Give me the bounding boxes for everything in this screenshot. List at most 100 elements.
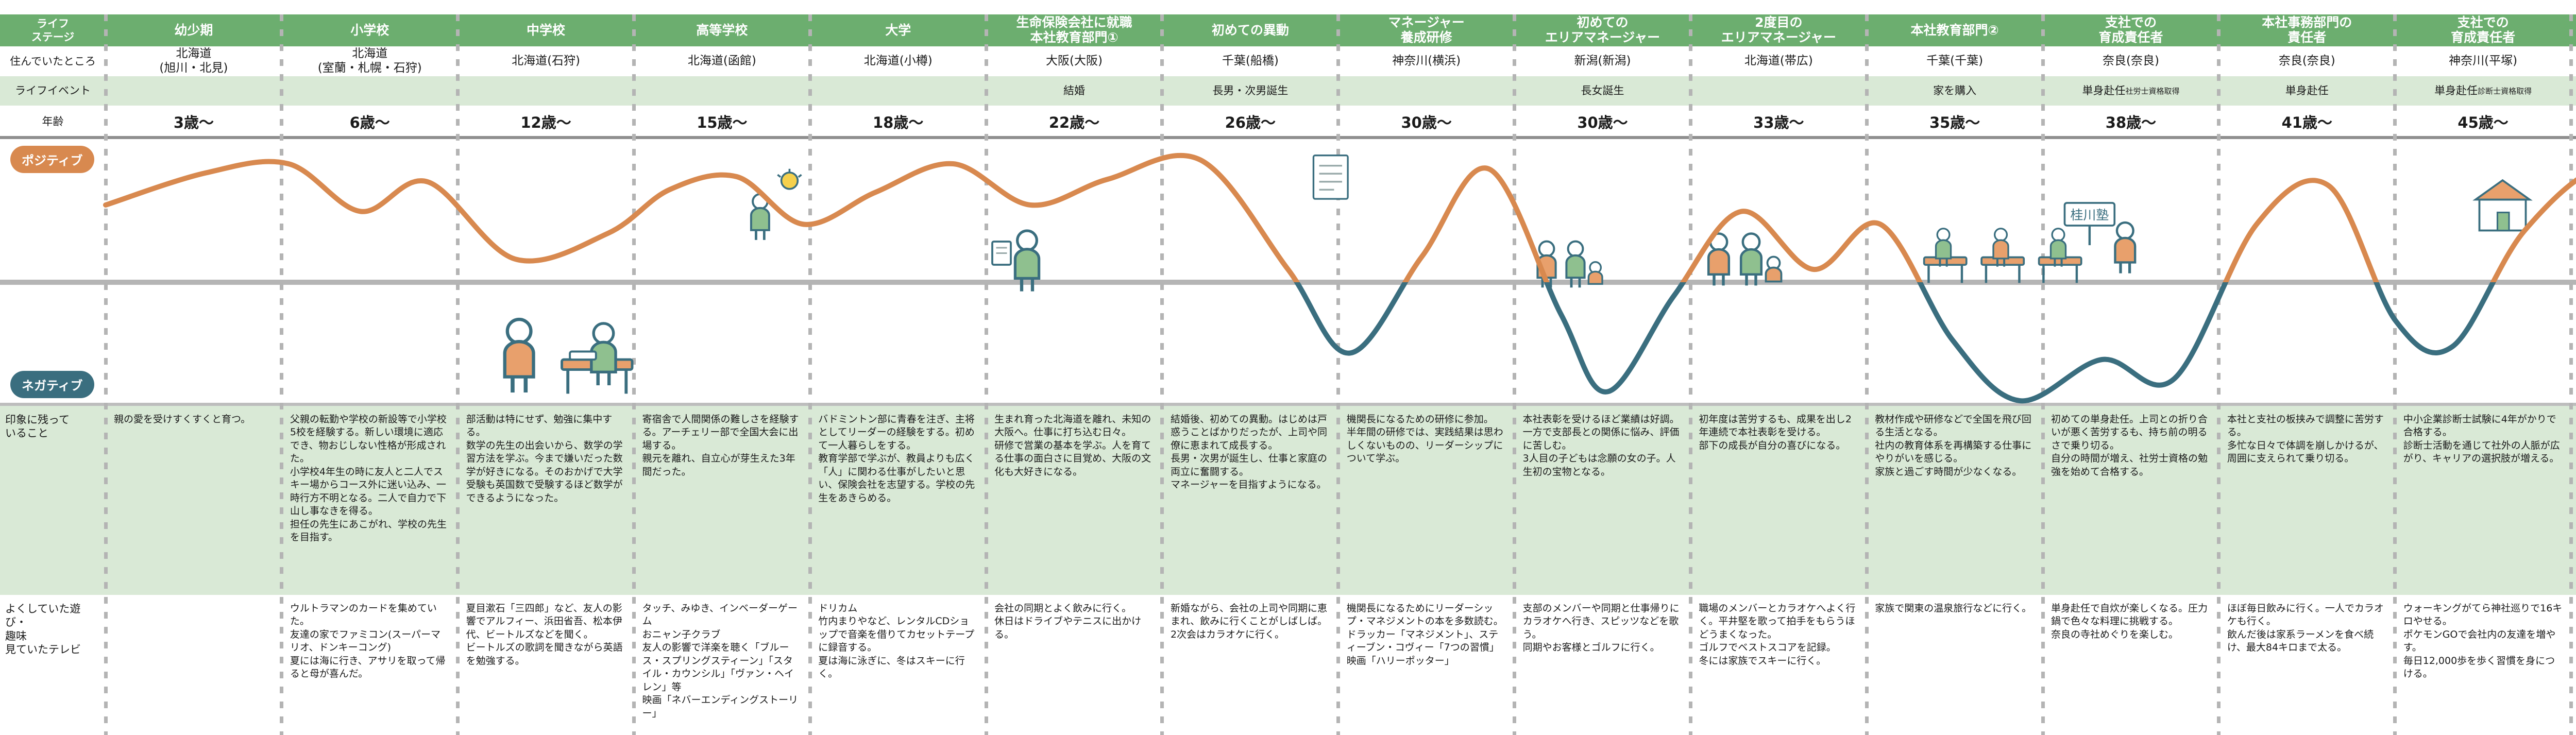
age-cell: 6歳〜 — [349, 114, 390, 131]
impression-row: 親の愛を受けすくすくと育つ。 父親の転勤や学校の新設等で小学校5校を経験する。新し… — [106, 406, 2576, 595]
motivation-curve-chart — [103, 152, 2576, 404]
positive-badge: ポジティブ — [10, 146, 94, 173]
column-divider-dashed — [280, 14, 284, 735]
impression-cell: 寄宿舎で人間関係の難しさを経験する。アーチェリー部で全国大会に出場する。 親元を… — [642, 414, 799, 477]
teacher-and-student-illustration — [489, 301, 654, 402]
row-label-age: 年齢 — [0, 106, 106, 138]
impression-cell: 機関長になるための研修に参加。 半年間の研修では、実践結果は思わしくないものの、… — [1346, 414, 1503, 465]
life-event-row: 結婚 長男・次男誕生 長女誕生 家を購入 単身赴任 社労士資格取得 単身赴任 単身赴任 診断士資… — [106, 76, 2576, 106]
curve-negative-segment — [1294, 282, 2496, 404]
stage-cell: 2度目の エリアマネージャー — [1721, 15, 1836, 45]
event-cell: 単身赴任 — [2219, 76, 2395, 106]
event-cell — [106, 76, 282, 106]
event-cell — [458, 76, 634, 106]
stage-cell: 初めての エリアマネージャー — [1545, 15, 1660, 45]
age-cell: 30歳〜 — [1401, 114, 1452, 131]
event-sub-text: 診断士資格取得 — [2478, 86, 2532, 96]
stage-cell: 支社での 育成責任者 — [2451, 15, 2516, 45]
hobby-cell: 夏目漱石「三四郎」など、友人の影響でアルフィー、浜田省吾、松本伊代、ビートルズな… — [466, 603, 623, 666]
age-cell: 41歳〜 — [2281, 114, 2332, 131]
positive-negative-midline — [0, 280, 2576, 285]
stage-cell: マネージャー 養成研修 — [1388, 15, 1465, 45]
impression-cell: 親の愛を受けすくすくと育つ。 — [114, 414, 251, 425]
new-employee-illustration — [989, 214, 1066, 299]
stage-cell: 本社教育部門② — [1910, 22, 1999, 38]
impression-cell: 初年度は苦労するも、成果を出し2年連続で本社表彰を受ける。 部下の成長が自分の喜… — [1699, 414, 1852, 451]
impression-cell: 中小企業診断士試験に4年がかりで合格する。 診断士活動を通じて社外の人脈が広がり… — [2403, 414, 2560, 465]
location-cell: 千葉(千葉) — [1926, 54, 1984, 68]
event-main-text: 単身赴任 — [2082, 84, 2126, 97]
event-cell: 単身赴任 診断士資格取得 — [2395, 76, 2571, 106]
stage-cell: 本社事務部門の 責任者 — [2262, 15, 2352, 45]
column-divider-dashed — [632, 14, 636, 735]
hobby-cell: 職場のメンバーとカラオケへよく行く。平井堅を歌って拍手をもらうほどうまくなった。… — [1699, 603, 1856, 666]
event-main-text: 長女誕生 — [1581, 84, 1624, 97]
location-cell: 北海道 (旭川・北見) — [159, 47, 228, 75]
hobby-tv-row: ウルトラマンのカードを集めていた。 友達の家でファミコン(スーパーマリオ、ドンキ… — [106, 595, 2576, 735]
age-cell: 38歳〜 — [2105, 114, 2157, 131]
location-cell: 神奈川(平塚) — [2449, 54, 2518, 68]
age-cell: 30歳〜 — [1577, 114, 1628, 131]
event-cell: 単身赴任 社労士資格取得 — [2043, 76, 2219, 106]
hobby-cell: 支部のメンバーや同期と仕事帰りにカラオケへ行き、スピッツなどを歌う。 同期やお客… — [1522, 603, 1680, 654]
hobby-cell: ウルトラマンのカードを集めていた。 友達の家でファミコン(スーパーマリオ、ドンキ… — [290, 603, 446, 680]
stage-cell: 大学 — [885, 22, 911, 38]
event-cell: 家を購入 — [1867, 76, 2043, 106]
training-classroom-illustration: 桂川塾 — [1917, 196, 2143, 296]
impression-cell: 結婚後、初めての異動。はじめは戸惑うことばかりだったが、上司や同僚に恵まれて成長… — [1170, 414, 1327, 491]
stage-cell: 支社での 育成責任者 — [2098, 15, 2163, 45]
age-cell: 45歳〜 — [2458, 114, 2509, 131]
age-cell: 22歳〜 — [1048, 114, 1100, 131]
event-cell — [1690, 76, 1867, 106]
column-divider-dashed — [1336, 14, 1341, 735]
column-divider-dashed — [2569, 14, 2573, 735]
event-cell — [1338, 76, 1515, 106]
age-row: 3歳〜 6歳〜 12歳〜 15歳〜 18歳〜 22歳〜 26歳〜 30歳〜 30歳〜 33歳〜 35… — [106, 106, 2576, 138]
column-divider-dashed — [1688, 14, 1692, 735]
impression-cell: 教材作成や研修などで全国を飛び回る生活となる。 社内の教育体系を再構築する仕事に… — [1875, 414, 2032, 477]
age-cell: 33歳〜 — [1753, 114, 1804, 131]
event-cell — [810, 76, 986, 106]
stage-cell: 中学校 — [527, 22, 566, 38]
event-cell: 長女誕生 — [1515, 76, 1691, 106]
column-divider-dashed — [808, 14, 812, 735]
event-main-text: 単身赴任 — [2434, 84, 2478, 97]
age-cell: 26歳〜 — [1225, 114, 1276, 131]
hobby-cell: 会社の同期とよく飲みに行く。 休日はドライブやテニスに出かける。 — [994, 603, 1142, 640]
event-cell — [282, 76, 458, 106]
location-cell: 神奈川(横浜) — [1392, 54, 1461, 68]
location-cell: 大阪(大阪) — [1046, 54, 1103, 68]
location-cell: 北海道 (室蘭・札幌・石狩) — [317, 47, 422, 75]
hobby-cell: ウォーキングがてら神社巡りで16キロやせる。 ポケモンGOで会社内の友達を増やす… — [2403, 603, 2563, 680]
impression-cell: 生まれ育った北海道を離れ、未知の大阪へ。仕事に打ち込む日々。 研修で営業の基本を… — [994, 414, 1151, 477]
location-cell: 千葉(船橋) — [1222, 54, 1279, 68]
chart-bottom-separator-line — [0, 403, 2576, 406]
column-divider-dashed — [1513, 14, 1517, 735]
location-cell: 新潟(新潟) — [1574, 54, 1631, 68]
location-cell: 北海道(小樽) — [863, 54, 933, 68]
row-label-hobby-tv: よくしていた遊び・ 趣味 見ていたテレビ — [0, 595, 106, 735]
event-sub-text: 社労士資格取得 — [2125, 86, 2180, 96]
hobby-cell: 家族で関東の温泉旅行などに行く。 — [1875, 603, 2032, 614]
column-divider-dashed — [1865, 14, 1869, 735]
transfer-document-icon — [1309, 152, 1355, 203]
event-cell: 長男・次男誕生 — [1162, 76, 1338, 106]
branch-office-illustration — [2470, 173, 2535, 237]
stage-cell: 初めての異動 — [1211, 22, 1289, 38]
negative-badge: ネガティブ — [10, 371, 94, 398]
hobby-cell: ドリカム 竹内まりやなど、レンタルCDショップで音楽を借りてカセットテープに録音… — [818, 603, 975, 680]
location-cell: 奈良(奈良) — [2278, 54, 2335, 68]
hobby-cell: 機関長になるためにリーダーシップ・マネジメントの本を多数読む。ドラッカー「マネジ… — [1346, 603, 1503, 666]
location-cell: 奈良(奈良) — [2102, 54, 2159, 68]
column-divider-dashed — [1160, 14, 1164, 735]
impression-cell: 部活動は特にせず、勉強に集中する。 数学の先生の出会いから、数学の学習方法を学ぶ… — [466, 414, 623, 504]
impression-cell: 初めての単身赴任。上司との折り合いが悪く苦労するも、持ち前の明るさで乗り切る。 … — [2051, 414, 2208, 477]
age-row-separator-line — [0, 136, 2576, 139]
row-label-life-stage: ライフ ステージ — [0, 14, 106, 46]
column-divider-dashed — [984, 14, 988, 735]
age-cell: 18歳〜 — [873, 114, 924, 131]
hobby-cell: 新婚ながら、会社の上司や同期に恵まれ、飲みに行くことがしばしば。 2次会はカラオ… — [1170, 603, 1328, 640]
impression-cell: 本社表彰を受けるほど業績は好調。一方で支部長との関係に悩み、評価に苦しむ。 3人… — [1522, 414, 1680, 477]
event-main-text: 結婚 — [1063, 84, 1086, 97]
